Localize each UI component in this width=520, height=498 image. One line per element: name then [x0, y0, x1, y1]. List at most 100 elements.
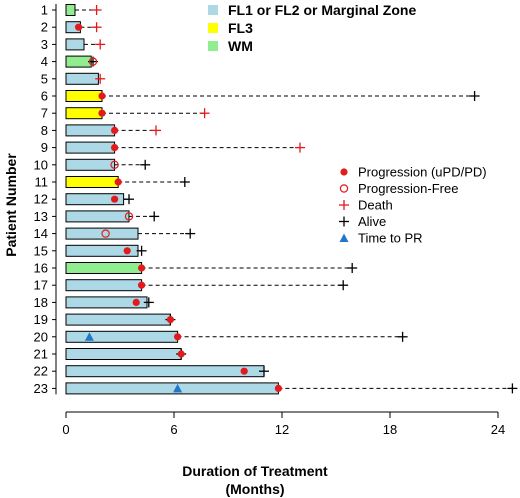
legend-item-death: Death [339, 198, 393, 213]
patient-row-16: 16 [34, 261, 358, 276]
alive-marker [149, 211, 160, 222]
treatment-bar [65, 90, 103, 102]
patient-row-2: 2 [41, 20, 102, 35]
progression-marker [75, 23, 83, 31]
event-legend: Progression (uPD/PD)Progression-Free Deat… [339, 165, 487, 246]
y-tick-label: 21 [34, 347, 48, 362]
patient-row-18: 18 [34, 295, 154, 310]
y-axis-title: Patient Number [3, 153, 19, 257]
alive-marker [140, 159, 151, 170]
x-tick-label: 18 [383, 422, 397, 437]
patient-row-1: 1 [41, 3, 102, 18]
patient-row-14: 14 [34, 226, 196, 241]
alive-marker [259, 366, 269, 377]
progression-marker [166, 316, 174, 324]
treatment-bar [65, 365, 265, 378]
progression-free-marker [88, 57, 98, 66]
legend-item-alive: Alive [339, 214, 386, 229]
legend-swatch [208, 5, 218, 15]
treatment-bar [65, 193, 125, 206]
legend-symbol [339, 200, 349, 210]
legend-symbol [340, 168, 348, 176]
alive-marker [338, 280, 349, 291]
death-marker [91, 5, 102, 15]
progression-free-marker [101, 229, 110, 238]
alive-marker [507, 383, 518, 394]
legend-symbol [339, 216, 349, 227]
x-axis-subtitle: (Months) [225, 481, 284, 497]
x-axis-title: Duration of Treatment [182, 463, 328, 479]
alive-marker [136, 245, 147, 256]
treatment-bar [65, 107, 103, 120]
death-marker [151, 125, 161, 136]
patient-row-5: 5 [41, 71, 106, 86]
progression-marker [111, 126, 119, 134]
progression-marker [138, 264, 146, 272]
progression-marker [274, 384, 282, 392]
patient-row-15: 15 [34, 243, 147, 258]
x-tick-18: 18 [383, 412, 397, 437]
progression-marker [177, 350, 185, 358]
y-tick-label: 7 [41, 106, 48, 121]
progression-marker [98, 92, 106, 100]
legend-label: FL1 or FL2 or Marginal Zone [228, 2, 416, 18]
progression-marker [111, 144, 119, 152]
y-tick-label: 12 [34, 192, 48, 207]
progression-marker [240, 367, 248, 375]
y-tick-label: 20 [34, 329, 48, 344]
treatment-bar [65, 158, 116, 171]
patient-row-11: 11 [35, 175, 190, 190]
death-marker [95, 39, 106, 50]
treatment-bar [65, 330, 179, 343]
x-tick-label: 6 [170, 422, 177, 437]
legend-item-progression_free: Progression-Free [339, 181, 458, 196]
death-marker [199, 108, 210, 119]
x-tick-label: 12 [275, 422, 289, 437]
patient-row-10: 10 [34, 157, 151, 172]
y-tick-label: 8 [41, 123, 48, 138]
y-tick-label: 10 [34, 157, 48, 172]
y-tick-label: 6 [41, 89, 48, 104]
progression-marker [114, 178, 122, 186]
y-tick-label: 23 [34, 381, 48, 396]
legend-label: Progression-Free [358, 181, 458, 196]
legend-swatch [208, 41, 218, 51]
legend-label: FL3 [228, 20, 253, 36]
y-tick-label: 11 [35, 175, 49, 190]
y-tick-label: 5 [41, 71, 48, 86]
histology-legend: FL1 or FL2 or Marginal Zone FL3 WM [208, 2, 416, 54]
treatment-bar [65, 72, 99, 85]
treatment-bar [65, 55, 92, 68]
x-tick-12: 12 [275, 412, 289, 437]
patient-row-8: 8 [41, 123, 161, 138]
alive-marker [185, 228, 196, 239]
treatment-bar [65, 348, 182, 360]
y-tick-label: 18 [34, 295, 48, 310]
y-tick-label: 15 [34, 243, 48, 258]
patient-row-3: 3 [41, 37, 106, 52]
patient-row-13: 13 [34, 209, 160, 224]
treatment-bar [65, 141, 116, 154]
legend-label: WM [228, 38, 253, 54]
pr-marker [173, 383, 183, 393]
legend-item-WM: WM [208, 38, 253, 54]
legend-label: Time to PR [358, 231, 423, 246]
pr-marker [84, 332, 94, 341]
legend-item-progression: Progression (uPD/PD) [340, 165, 487, 180]
alive-marker [179, 177, 190, 187]
legend-label: Progression (uPD/PD) [358, 165, 487, 180]
patient-row-4: 4 [41, 54, 98, 69]
progression-marker [98, 109, 106, 117]
death-marker [295, 142, 305, 153]
legend-item-FL: FL1 or FL2 or Marginal Zone [208, 2, 416, 18]
progression-marker [138, 281, 146, 289]
progression-free-marker [124, 212, 134, 221]
y-tick-label: 2 [41, 20, 48, 35]
death-marker [95, 73, 106, 84]
treatment-bar [65, 4, 76, 16]
y-tick-label: 1 [41, 3, 48, 18]
x-tick-0: 0 [62, 412, 70, 437]
legend-item-FL3: FL3 [208, 20, 253, 36]
legend-swatch [208, 23, 218, 33]
